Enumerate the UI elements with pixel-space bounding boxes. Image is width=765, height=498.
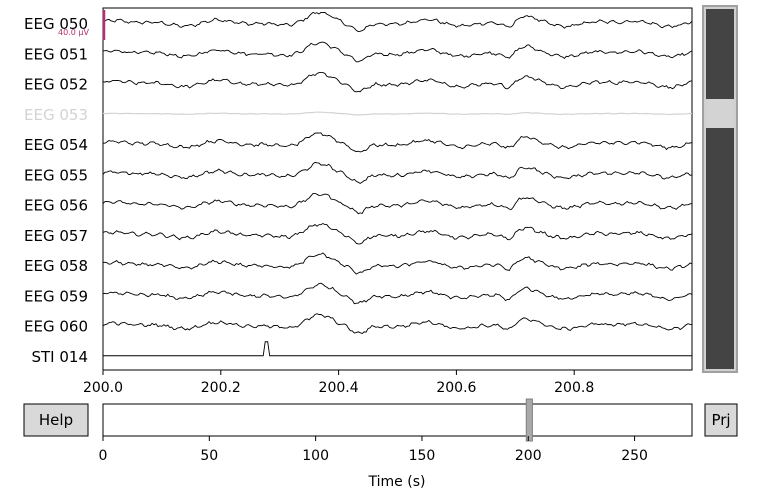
time-tick-label: 50 <box>200 448 218 464</box>
channel-label-eeg-059[interactable]: EEG 059 <box>24 287 88 305</box>
channel-label-sti-014[interactable]: STI 014 <box>31 348 88 366</box>
trace-eeg-059[interactable] <box>102 282 693 305</box>
channel-label-eeg-056[interactable]: EEG 056 <box>24 197 88 215</box>
time-scrollbar[interactable]: 0 50 100 150 200 250 Time (s) <box>99 398 693 490</box>
scale-bar: 40.0 µV <box>58 10 106 40</box>
bad-channel-marker <box>706 99 734 128</box>
channel-label-eeg-053[interactable]: EEG 053 <box>24 106 88 124</box>
channel-label-eeg-057[interactable]: EEG 057 <box>24 227 88 245</box>
trace-eeg-056[interactable] <box>102 192 693 215</box>
time-tick-label: 0 <box>99 448 108 464</box>
proj-button[interactable]: Prj <box>704 403 738 437</box>
x-tick-label: 200.6 <box>436 380 476 396</box>
trace-eeg-057[interactable] <box>102 222 693 245</box>
x-tick-label: 200.8 <box>554 380 594 396</box>
help-button-label: Help <box>39 411 73 429</box>
help-button[interactable]: Help <box>23 403 89 437</box>
proj-button-label: Prj <box>711 411 730 429</box>
trace-eeg-051[interactable] <box>102 41 693 63</box>
time-tick-label: 200 <box>515 448 542 464</box>
trace-eeg-060[interactable] <box>102 313 693 335</box>
trace-eeg-054[interactable] <box>103 132 693 153</box>
time-axis-label: Time (s) <box>368 474 426 490</box>
channel-label-eeg-052[interactable]: EEG 052 <box>24 76 88 94</box>
channel-scrollbar[interactable] <box>702 5 738 373</box>
time-window-indicator[interactable] <box>525 398 533 442</box>
channel-label-eeg-055[interactable]: EEG 055 <box>24 166 88 184</box>
trace-sti-014[interactable] <box>103 341 692 357</box>
time-tick-label: 100 <box>302 448 329 464</box>
channel-label-eeg-058[interactable]: EEG 058 <box>24 257 88 275</box>
trace-eeg-055[interactable] <box>102 161 693 184</box>
channel-label-eeg-050[interactable]: EEG 050 <box>24 15 88 33</box>
scale-bar-label: 40.0 µV <box>58 28 89 37</box>
trace-eeg-052[interactable] <box>102 72 692 93</box>
x-tick-label: 200.2 <box>201 380 241 396</box>
trace-eeg-050[interactable] <box>102 11 693 32</box>
trace-eeg-053[interactable] <box>102 111 693 116</box>
time-tick-label: 150 <box>409 448 436 464</box>
x-tick-label: 200.4 <box>319 380 359 396</box>
channel-label-eeg-051[interactable]: EEG 051 <box>24 45 88 63</box>
time-tick-label: 250 <box>621 448 648 464</box>
channel-label-eeg-060[interactable]: EEG 060 <box>24 318 88 336</box>
trace-eeg-058[interactable] <box>102 252 693 275</box>
channel-label-eeg-054[interactable]: EEG 054 <box>24 136 88 154</box>
trace-axes[interactable]: EEG 050 EEG 051 EEG 052 EEG 053 EEG 054 EEG 0… <box>24 7 693 396</box>
x-tick-label: 200.0 <box>83 380 123 396</box>
